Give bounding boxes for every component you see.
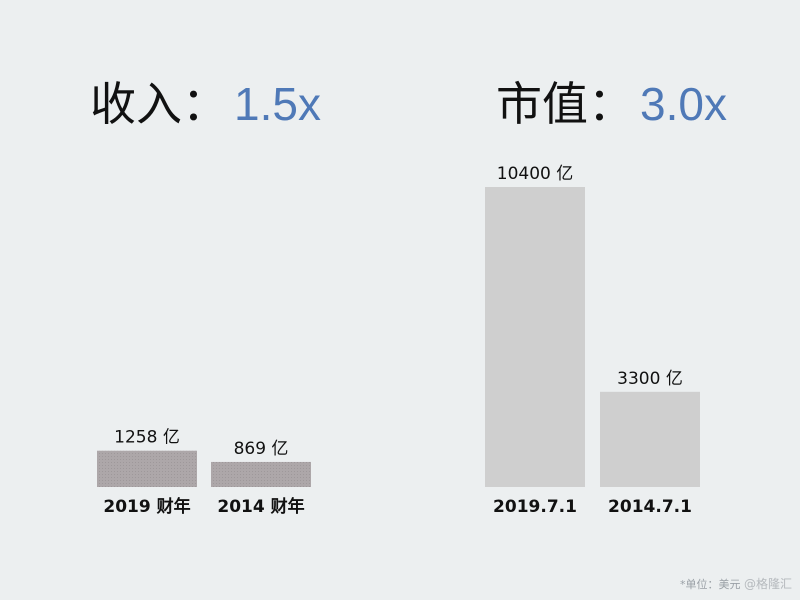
market-cap-category-label-0: 2019.7.1 <box>493 497 577 517</box>
watermark: @格隆汇 <box>743 577 792 591</box>
market-cap-value-label-0: 10400 亿 <box>497 164 573 184</box>
market-cap-title: 市值： <box>496 77 634 131</box>
footnote: *单位：美元 @格隆汇 <box>680 575 792 592</box>
market-cap-heading: 市值： 3.0x <box>496 72 727 136</box>
revenue-bar-1 <box>211 461 311 487</box>
market-cap-bar-0 <box>485 187 585 487</box>
revenue-title: 收入： <box>90 77 228 131</box>
revenue-bar-0 <box>97 450 197 487</box>
revenue-heading: 收入： 1.5x <box>90 72 321 136</box>
market-cap-value-label-1: 3300 亿 <box>617 369 683 389</box>
revenue-multiplier: 1.5x <box>234 78 321 130</box>
revenue-category-label-0: 2019 财年 <box>103 496 190 517</box>
revenue-category-label-1: 2014 财年 <box>217 496 304 517</box>
market-cap-multiplier: 3.0x <box>640 78 727 130</box>
unit-note: *单位：美元 <box>679 578 741 591</box>
market-cap-category-label-1: 2014.7.1 <box>608 497 692 517</box>
revenue-value-label-1: 869 亿 <box>234 439 289 459</box>
revenue-value-label-0: 1258 亿 <box>114 428 180 448</box>
market-cap-bar-1 <box>600 391 700 487</box>
